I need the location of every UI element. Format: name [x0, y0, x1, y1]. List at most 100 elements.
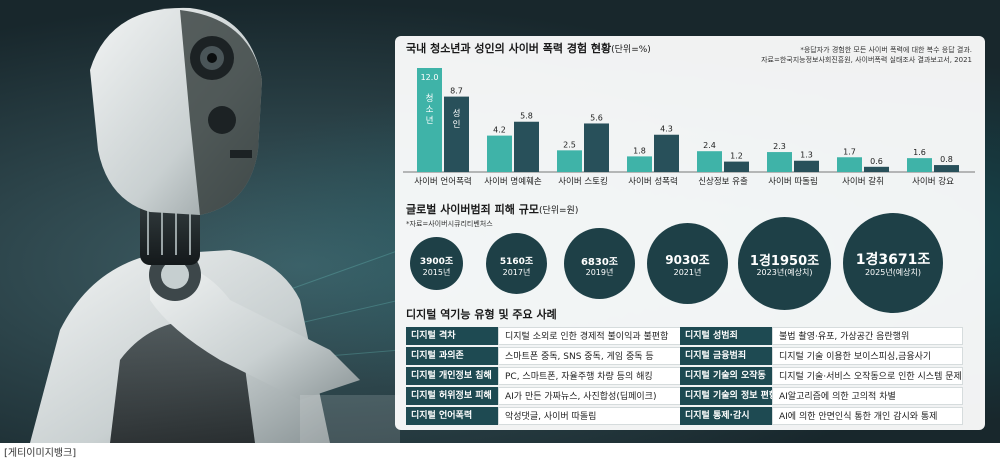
category-label: 사이버 강요: [912, 176, 954, 187]
bar-value-label: 1.3: [800, 151, 813, 160]
bubble-value: 6830조: [580, 257, 619, 268]
dysfunction-example: PC, 스마트폰, 자율주행 차량 등의 해킹: [498, 367, 689, 385]
bar: [557, 150, 582, 172]
bar: [864, 166, 889, 172]
bar: [837, 157, 862, 172]
dysfunction-example: 불법 촬영·유포, 가상공간 음란행위: [772, 327, 963, 345]
cyber-violence-bar-chart: 12.0 8.7 사이버 언어폭력 4.2 5.8 사이버 명예훼손 2.5 5.6 사이버 스…: [403, 68, 975, 187]
cyber-violence-title-text: 국내 청소년과 성인의 사이버 폭력 경험 현황: [406, 42, 612, 55]
bar: [767, 152, 792, 172]
digital-dysfunction-title: 디지털 역기능 유형 및 주요 사례: [406, 308, 557, 321]
bubble-value: 3900조: [419, 257, 454, 267]
global-cybercrime-unit: (단위=원): [538, 206, 579, 216]
series-legend-char: 청: [426, 94, 434, 104]
category-label: 사이버 언어폭력: [414, 176, 471, 187]
bar-value-label: 4.2: [493, 126, 506, 135]
bar-value-label: 5.6: [590, 113, 603, 122]
series-legend-char: 성: [453, 109, 461, 119]
bar-value-label: 1.2: [730, 152, 743, 161]
bubble-year: 2019년: [585, 268, 614, 277]
dysfunction-type: 디지털 허위정보 피해: [406, 387, 498, 405]
bar-value-label: 2.4: [703, 141, 716, 150]
table-row: 디지털 격차 디지털 소외로 인한 경제적 불이익과 불편함: [406, 327, 689, 345]
bar: [724, 161, 749, 172]
table-row: 디지털 금융범죄 디지털 기술 이용한 보이스피싱,금융사기: [680, 347, 963, 365]
bubble: 6830조 2019년: [564, 227, 635, 299]
bar: [934, 165, 959, 172]
table-row: 디지털 기술의 정보 편향 AI알고리즘에 의한 고의적 차별: [680, 387, 963, 405]
bar-value-label: 0.8: [940, 155, 953, 164]
cyber-violence-source: 자료=한국지능정보사회진흥원, 사이버폭력 실태조사 결과보고서, 2021: [761, 56, 972, 64]
dysfunction-type: 디지털 통제·감시: [680, 407, 772, 425]
bubble-value: 1경1950조: [749, 254, 820, 269]
table-row: 디지털 허위정보 피해 AI가 만든 가짜뉴스, 사진합성(딥페이크): [406, 387, 689, 405]
dysfunction-type: 디지털 기술의 정보 편향: [680, 387, 772, 405]
global-cybercrime-title: 글로벌 사이버범죄 피해 규모(단위=원): [406, 201, 578, 217]
robot-illustration: [30, 7, 400, 443]
bubble-year: 2023년(예상치): [756, 268, 813, 277]
bubble: 1경3671조 2025년(예상치): [843, 213, 943, 313]
series-legend-char: 소: [426, 105, 434, 115]
dysfunction-table-left: 디지털 격차 디지털 소외로 인한 경제적 불이익과 불편함 디지털 과의존 스마트폰…: [406, 327, 689, 427]
dysfunction-type: 디지털 기술의 오작동: [680, 367, 772, 385]
dysfunction-example: AI가 만든 가짜뉴스, 사진합성(딥페이크): [498, 387, 689, 405]
cyber-violence-notes: *응답자가 경험한 모든 사이버 폭력에 대한 복수 응답 결과. 자료=한국지…: [761, 45, 972, 65]
category-label: 사이버 따돌림: [768, 176, 818, 187]
dysfunction-type: 디지털 금융범죄: [680, 347, 772, 365]
table-row: 디지털 기술의 오작동 디지털 기술·서비스 오작동으로 인한 시스템 문제: [680, 367, 963, 385]
dysfunction-example: 디지털 기술·서비스 오작동으로 인한 시스템 문제: [772, 367, 963, 385]
bar-value-label: 4.3: [660, 125, 673, 134]
table-row: 디지털 개인정보 침해 PC, 스마트폰, 자율주행 차량 등의 해킹: [406, 367, 689, 385]
bubble-year: 2021년: [673, 268, 702, 277]
bar: [417, 68, 442, 172]
bubble-year: 2015년: [422, 268, 451, 277]
bubble-year: 2025년(예상치): [864, 268, 922, 277]
category-label: 신상정보 유출: [698, 176, 748, 187]
bar: [627, 156, 652, 172]
bubble-value: 9030조: [665, 253, 710, 267]
dysfunction-type: 디지털 격차: [406, 327, 498, 345]
table-row: 디지털 과의존 스마트폰 중독, SNS 중독, 게임 중독 등: [406, 347, 689, 365]
bar: [584, 123, 609, 172]
bar: [697, 151, 722, 172]
dysfunction-example: 스마트폰 중독, SNS 중독, 게임 중독 등: [498, 347, 689, 365]
image-credit: [게티이미지뱅크]: [4, 448, 77, 459]
bubble-year: 2017년: [502, 268, 531, 277]
bubble: 5160조 2017년: [486, 232, 547, 294]
dysfunction-type: 디지털 개인정보 침해: [406, 367, 498, 385]
bar: [654, 134, 679, 172]
dysfunction-example: 디지털 소외로 인한 경제적 불이익과 불편함: [498, 327, 689, 345]
bubble: 9030조 2021년: [647, 222, 728, 304]
bar-value-label: 12.0: [421, 73, 439, 82]
bar-value-label: 1.8: [633, 146, 646, 155]
cyber-violence-unit: (단위=%): [611, 45, 651, 55]
dysfunction-example: AI알고리즘에 의한 고의적 차별: [772, 387, 963, 405]
bar-value-label: 1.6: [913, 148, 926, 157]
bubble: 1경1950조 2023년(예상치): [738, 216, 831, 310]
cyber-violence-title: 국내 청소년과 성인의 사이버 폭력 경험 현황(단위=%): [406, 40, 651, 56]
bar-value-label: 1.7: [843, 147, 856, 156]
bubble: 3900조 2015년: [410, 236, 463, 290]
global-cybercrime-source: *자료=사이버시큐리티벤처스: [406, 220, 493, 228]
bar-value-label: 2.5: [563, 140, 576, 149]
dysfunction-example: 악성댓글, 사이버 따돌림: [498, 407, 689, 425]
bar: [514, 121, 539, 172]
category-label: 사이버 갈취: [842, 176, 884, 187]
series-legend-char: 년: [426, 115, 434, 126]
global-cybercrime-title-text: 글로벌 사이버범죄 피해 규모: [406, 203, 539, 216]
dysfunction-example: AI에 의한 안면인식 통한 개인 감시와 통제: [772, 407, 963, 425]
table-row: 디지털 성범죄 불법 촬영·유포, 가상공간 음란행위: [680, 327, 963, 345]
table-row: 디지털 언어폭력 악성댓글, 사이버 따돌림: [406, 407, 689, 425]
category-label: 사이버 명예훼손: [484, 176, 542, 187]
dysfunction-type: 디지털 과의존: [406, 347, 498, 365]
dysfunction-table-right: 디지털 성범죄 불법 촬영·유포, 가상공간 음란행위 디지털 금융범죄 디지털 기술…: [680, 327, 963, 427]
bar-value-label: 5.8: [520, 112, 533, 121]
series-legend-char: 인: [453, 119, 461, 130]
bubble-value: 5160조: [499, 257, 534, 267]
dysfunction-type: 디지털 성범죄: [680, 327, 772, 345]
bubble-value: 1경3671조: [855, 252, 931, 268]
category-label: 사이버 스토킹: [558, 176, 608, 187]
cyber-violence-note: *응답자가 경험한 모든 사이버 폭력에 대한 복수 응답 결과.: [800, 46, 972, 54]
table-row: 디지털 통제·감시 AI에 의한 안면인식 통한 개인 감시와 통제: [680, 407, 963, 425]
